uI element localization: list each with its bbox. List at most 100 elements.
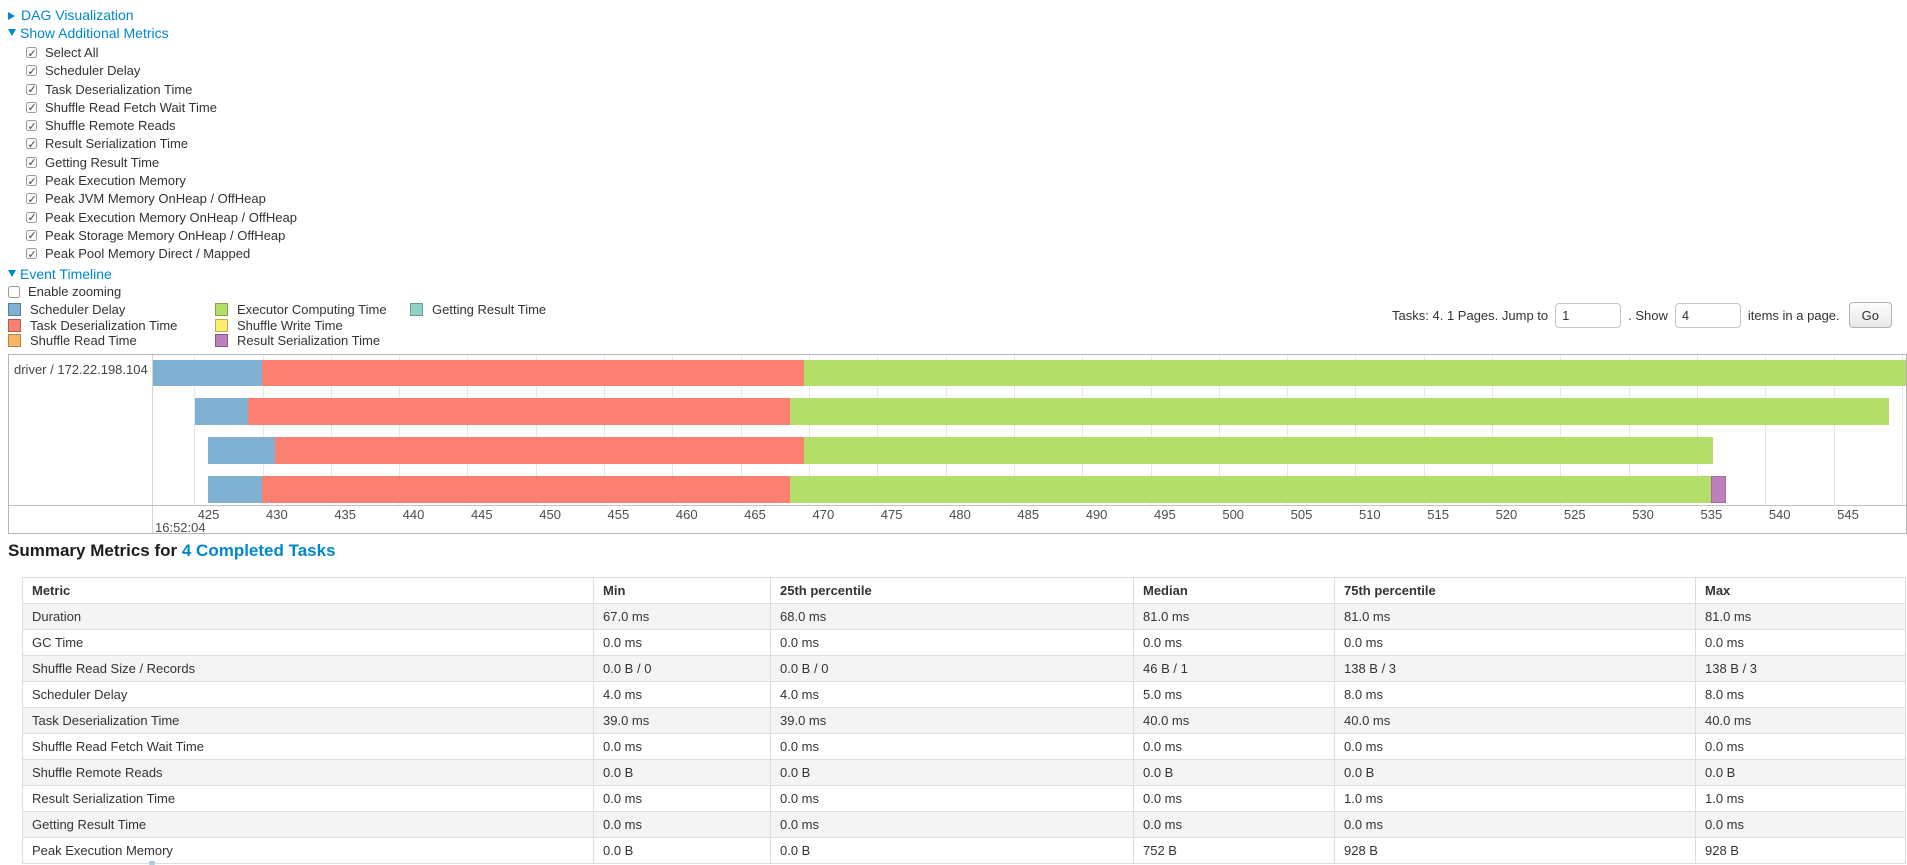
legend-column: Getting Result Time	[410, 302, 546, 349]
metric-value-cell: 0.0 ms	[1334, 629, 1696, 656]
axis-tick-label: 500	[1222, 507, 1245, 522]
completed-tasks-link[interactable]: 4 Completed Tasks	[181, 541, 336, 560]
metric-value-cell: 40.0 ms	[1334, 707, 1696, 734]
event-timeline-toggle[interactable]: Event Timeline	[8, 266, 297, 282]
timeline-legend: Scheduler Delay Task Deserialization Time…	[8, 302, 1899, 349]
metric-checkbox[interactable]	[26, 81, 37, 99]
axis-tick-label: 490	[1085, 507, 1108, 522]
task-segment-executor_computing	[790, 398, 1889, 425]
group-separator	[152, 355, 153, 533]
metric-name-cell: Result Serialization Time	[22, 785, 594, 812]
event-timeline-chart: 425 430 435 440 445 450 455 460 465 470 475 480 485 4…	[8, 354, 1907, 534]
metric-value-cell: 40.0 ms	[1695, 707, 1906, 734]
task-bar[interactable]	[152, 359, 1907, 387]
jump-to-page-input[interactable]	[1555, 302, 1622, 328]
metric-checkbox-label: Task Deserialization Time	[45, 81, 193, 97]
axis-tick-label: 475	[880, 507, 903, 522]
metric-checkbox[interactable]	[26, 45, 37, 63]
enable-zooming-label: Enable zooming	[28, 283, 122, 299]
legend-swatch	[8, 334, 21, 348]
items-per-page-input[interactable]	[1674, 302, 1741, 328]
axis-tick-label: 545	[1837, 507, 1859, 522]
metric-value-cell: 0.0 ms	[1133, 811, 1335, 838]
table-row: Task Deserialization Time 39.0 ms 39.0 ms 4…	[22, 707, 1906, 734]
metric-value-cell: 0.0 ms	[593, 629, 771, 656]
task-bar[interactable]	[208, 437, 1713, 464]
axis-tick-label: 540	[1768, 507, 1791, 522]
task-bar[interactable]	[194, 398, 1889, 425]
summary-title-prefix: Summary Metrics for	[8, 541, 178, 560]
legend-item-getting_result: Getting Result Time	[410, 302, 546, 318]
table-row: Scheduler Delay 4.0 ms 4.0 ms 5.0 ms 8.0 ms 8…	[22, 681, 1906, 708]
metric-checkbox[interactable]	[26, 209, 37, 227]
show-additional-metrics-link[interactable]: Show Additional Metrics	[20, 25, 169, 41]
metric-checkbox[interactable]	[26, 63, 37, 81]
table-column-header: Metric	[22, 577, 594, 604]
legend-label: Result Serialization Time	[237, 333, 381, 349]
axis-tick-label: 470	[812, 507, 835, 522]
dag-visualization-toggle[interactable]: DAG Visualization	[8, 7, 297, 23]
metric-checkbox-label: Peak Storage Memory OnHeap / OffHeap	[45, 227, 286, 243]
metric-checkbox-label: Getting Result Time	[45, 154, 160, 170]
metric-value-cell: 81.0 ms	[1695, 603, 1906, 630]
show-text: . Show	[1628, 307, 1668, 323]
metric-checkbox[interactable]	[26, 191, 37, 209]
go-button[interactable]: Go	[1848, 302, 1892, 328]
metric-checkbox[interactable]	[26, 136, 37, 154]
metric-value-cell: 0.0 ms	[1334, 733, 1696, 760]
task-segment-executor_computing	[790, 475, 1712, 503]
axis-gridline	[262, 355, 264, 505]
metric-name-cell: Getting Result Time	[22, 811, 594, 838]
metric-value-cell: 0.0 B / 0	[770, 655, 1134, 682]
axis-tick-label: 460	[675, 507, 698, 522]
axis-tick-label: 525	[1563, 507, 1586, 522]
metric-value-cell: 39.0 ms	[593, 707, 771, 734]
metric-name-cell: Scheduler Delay	[22, 681, 594, 708]
metric-value-cell: 928 B	[1695, 837, 1906, 864]
metric-value-cell: 1.0 ms	[1695, 785, 1906, 812]
enable-zooming-checkbox[interactable]	[8, 285, 20, 298]
legend-swatch	[215, 318, 228, 332]
table-row: Result Serialization Time 0.0 ms 0.0 ms 0.0…	[22, 785, 1906, 812]
table-column-header: 75th percentile	[1334, 577, 1696, 604]
metric-value-cell: 39.0 ms	[770, 707, 1134, 734]
metric-value-cell: 0.0 ms	[593, 785, 771, 812]
task-segment-task_deserialization	[261, 475, 791, 503]
task-bar[interactable]	[208, 475, 1727, 503]
caret-right-icon	[8, 12, 15, 20]
legend-item-shuffle_write: Shuffle Write Time	[215, 318, 398, 334]
metric-value-cell: 0.0 B	[593, 759, 771, 786]
task-segment-scheduler_delay	[208, 475, 262, 503]
metric-checkbox[interactable]	[26, 118, 37, 136]
metric-checkbox[interactable]	[26, 154, 37, 173]
table-row: Shuffle Read Fetch Wait Time 0.0 ms 0.0 ms…	[22, 733, 1906, 760]
table-column-header: Max	[1695, 577, 1906, 604]
metric-value-cell: 4.0 ms	[770, 681, 1134, 708]
metric-checkbox-item: Shuffle Remote Reads	[26, 117, 297, 136]
dag-visualization-link[interactable]: DAG Visualization	[21, 7, 134, 23]
show-additional-metrics-toggle[interactable]: Show Additional Metrics	[8, 25, 297, 41]
axis-gridline	[467, 355, 469, 505]
metric-value-cell: 0.0 B	[1334, 759, 1696, 786]
metric-value-cell: 0.0 B	[593, 837, 771, 864]
metric-value-cell: 0.0 ms	[1334, 811, 1696, 838]
event-timeline-link[interactable]: Event Timeline	[20, 265, 112, 282]
metric-value-cell: 0.0 ms	[1133, 733, 1335, 760]
metric-value-cell: 0.0 ms	[1133, 629, 1335, 656]
metric-value-cell: 928 B	[1334, 837, 1696, 864]
legend-label: Shuffle Read Time	[30, 333, 137, 349]
metric-value-cell: 0.0 B	[770, 759, 1134, 786]
metric-checkbox-label: Peak JVM Memory OnHeap / OffHeap	[45, 191, 266, 207]
metric-checkbox[interactable]	[26, 227, 37, 246]
axis-tick-label: 425	[197, 507, 220, 522]
caret-down-icon	[8, 29, 16, 36]
stage-page-controls: DAG Visualization Show Additional Metric…	[8, 6, 297, 300]
axis-gridline	[330, 355, 332, 505]
metric-value-cell: 0.0 B	[1695, 759, 1906, 786]
metric-checkbox[interactable]	[26, 246, 37, 264]
table-row: Shuffle Read Size / Records 0.0 B / 0 0.0 …	[22, 655, 1906, 682]
metric-checkbox[interactable]	[26, 173, 37, 191]
metric-value-cell: 68.0 ms	[770, 603, 1134, 630]
metric-checkbox[interactable]	[26, 99, 37, 118]
axis-tick-label: 450	[539, 507, 561, 522]
